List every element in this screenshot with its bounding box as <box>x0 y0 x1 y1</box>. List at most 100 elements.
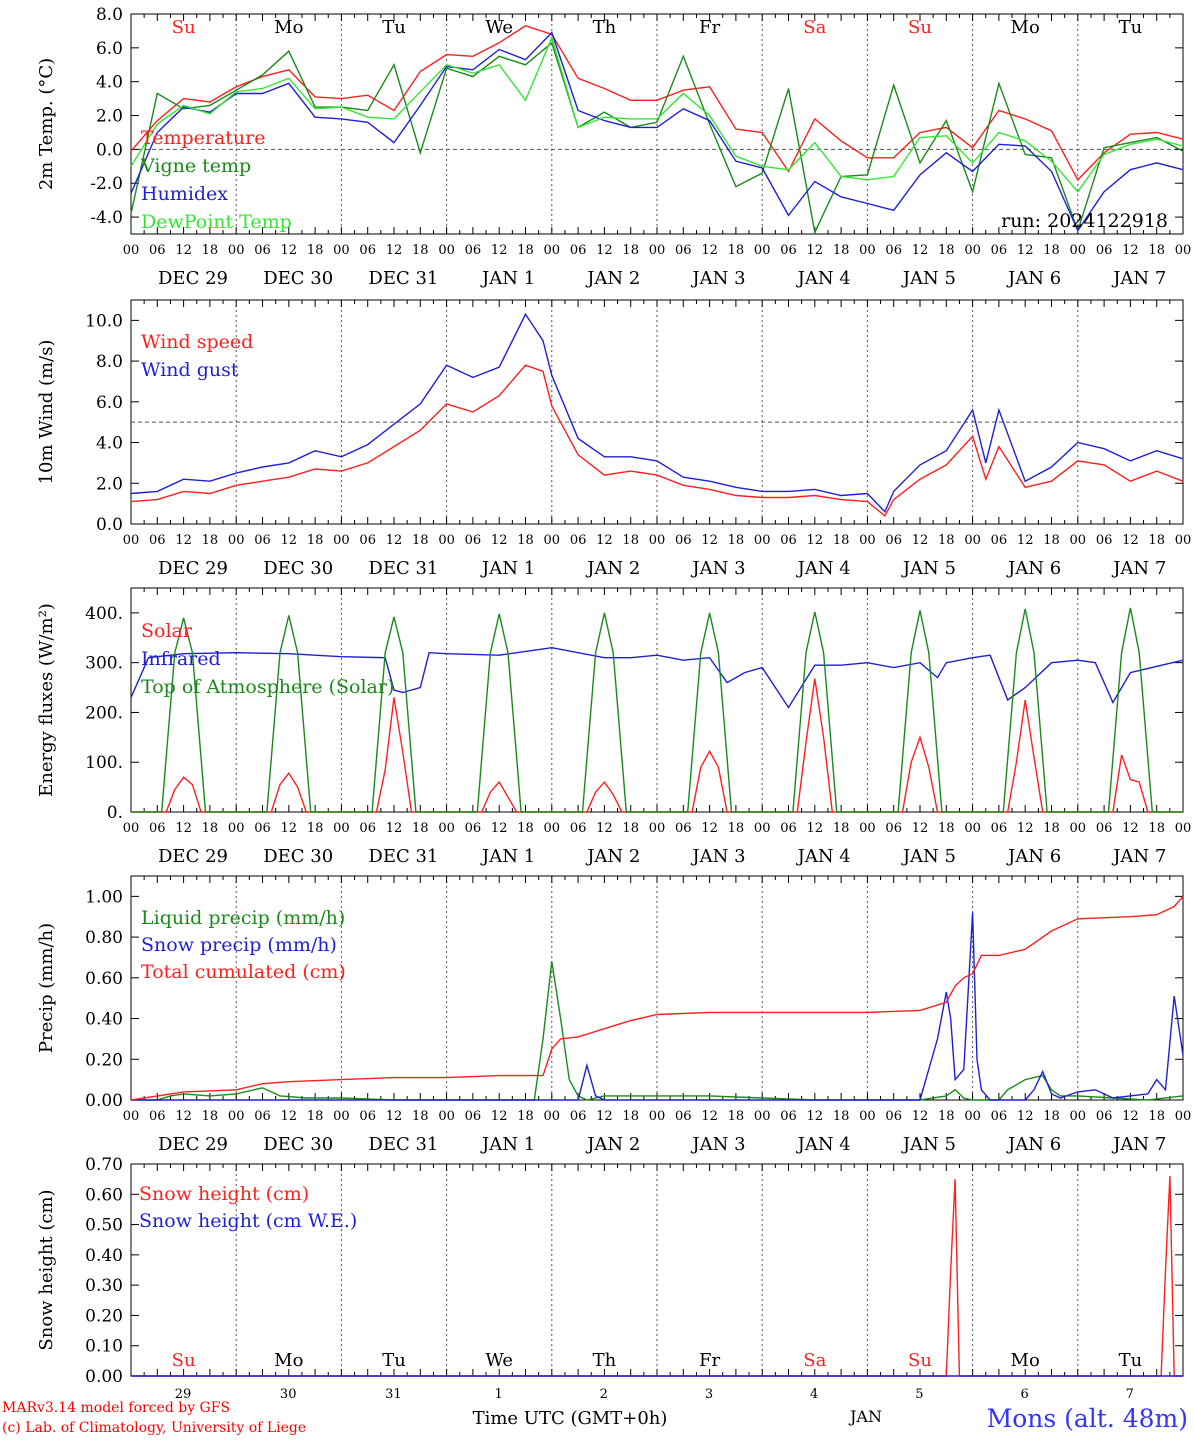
date-label: JAN 2 <box>585 558 640 579</box>
date-label: JAN 7 <box>1111 558 1166 579</box>
hour-label: 06 <box>885 533 902 548</box>
date-label: JAN 3 <box>690 268 745 289</box>
date-label: DEC 31 <box>368 268 438 289</box>
date-label: JAN 1 <box>480 846 535 867</box>
legend-entry: Solar <box>141 620 193 642</box>
hour-label: 12 <box>1122 533 1139 548</box>
legend-entry: Liquid precip (mm/h) <box>141 907 345 929</box>
hour-label: 12 <box>1017 821 1034 836</box>
hour-label: 06 <box>885 243 902 258</box>
hour-label: 06 <box>570 243 587 258</box>
y-tick-label: 0.50 <box>85 1216 123 1236</box>
date-label: DEC 30 <box>263 1134 333 1155</box>
series-line <box>130 41 1184 235</box>
hour-label: 18 <box>728 821 745 836</box>
date-label: DEC 29 <box>158 268 228 289</box>
hour-label: 00 <box>123 533 140 548</box>
date-label: JAN 6 <box>1006 558 1061 579</box>
y-tick-label: -4.0 <box>90 208 123 228</box>
y-axis-label: 10m Wind (m/s) <box>36 340 57 485</box>
hour-label: 00 <box>333 821 350 836</box>
hour-label: 12 <box>596 821 613 836</box>
y-tick-label: 0.60 <box>85 969 123 989</box>
y-tick-label: 1.00 <box>85 887 123 907</box>
hour-label: 18 <box>938 243 955 258</box>
y-tick-label: 10.0 <box>85 311 123 331</box>
hour-label: 06 <box>149 1109 166 1124</box>
hour-label: 00 <box>438 533 455 548</box>
y-tick-label: 200. <box>85 703 123 723</box>
date-label: DEC 29 <box>158 558 228 579</box>
y-tick-label: 0.30 <box>85 1276 123 1296</box>
date-label: JAN 2 <box>585 846 640 867</box>
hour-label: 00 <box>649 533 666 548</box>
hour-label: 06 <box>991 1109 1008 1124</box>
hour-label: 18 <box>728 1109 745 1124</box>
hour-label: 18 <box>517 1109 534 1124</box>
y-axis-label: Snow height (cm) <box>36 1189 57 1350</box>
hour-label: 12 <box>281 243 298 258</box>
y-tick-label: 6.0 <box>96 393 123 413</box>
hour-label: 06 <box>465 243 482 258</box>
hour-label: 06 <box>359 1109 376 1124</box>
bottom-date: 29 <box>175 1387 192 1402</box>
hour-label: 06 <box>465 533 482 548</box>
y-tick-label: 0.0 <box>96 140 123 160</box>
hour-label: 00 <box>123 821 140 836</box>
date-label: DEC 31 <box>368 846 438 867</box>
weekday-label: Su <box>908 1350 932 1371</box>
hour-label: 12 <box>807 1109 824 1124</box>
date-label: DEC 30 <box>263 846 333 867</box>
date-label: JAN 7 <box>1111 1134 1166 1155</box>
series-line <box>130 364 1184 517</box>
hour-label: 00 <box>964 243 981 258</box>
y-tick-label: 0.70 <box>85 1155 123 1175</box>
legend-entry: Wind gust <box>141 359 239 381</box>
y-tick-label: 2.0 <box>96 474 123 494</box>
hour-label: 06 <box>991 821 1008 836</box>
legend-entry: Infrared <box>141 648 221 670</box>
hour-label: 12 <box>912 821 929 836</box>
legend-entry: Total cumulated (cm) <box>141 961 346 983</box>
hour-label: 06 <box>780 1109 797 1124</box>
run-annotation: run: 2024122918 <box>1001 210 1168 232</box>
y-tick-label: 0.80 <box>85 928 123 948</box>
hour-label: 12 <box>596 1109 613 1124</box>
y-tick-label: 400. <box>85 604 123 624</box>
hour-label: 18 <box>1043 243 1060 258</box>
hour-label: 18 <box>622 1109 639 1124</box>
hour-label: 12 <box>1017 533 1034 548</box>
date-label: JAN 3 <box>690 846 745 867</box>
date-label: JAN 5 <box>901 268 956 289</box>
date-label: DEC 31 <box>368 558 438 579</box>
hour-label: 00 <box>438 243 455 258</box>
weekday-label: Sa <box>803 17 826 38</box>
hour-label: 00 <box>228 243 245 258</box>
bottom-date: 6 <box>1020 1387 1028 1402</box>
y-tick-label: 0.00 <box>85 1091 123 1111</box>
legend-entry: Snow precip (mm/h) <box>141 934 337 956</box>
month-label: JAN <box>848 1407 882 1426</box>
hour-label: 18 <box>833 1109 850 1124</box>
hour-label: 18 <box>622 533 639 548</box>
hour-label: 12 <box>1122 243 1139 258</box>
hour-label: 18 <box>517 821 534 836</box>
hour-label: 00 <box>859 243 876 258</box>
y-tick-label: 0. <box>107 803 123 823</box>
hour-label: 00 <box>1070 1109 1087 1124</box>
hour-label: 12 <box>491 533 508 548</box>
legend-entry: Humidex <box>141 183 228 205</box>
y-tick-label: 4.0 <box>96 434 123 454</box>
hour-label: 18 <box>1148 1109 1165 1124</box>
hour-label: 06 <box>254 533 271 548</box>
hour-label: 18 <box>1043 1109 1060 1124</box>
weekday-label: We <box>485 1350 513 1371</box>
hour-label: 00 <box>754 243 771 258</box>
y-tick-label: 8.0 <box>96 352 123 372</box>
hour-label: 00 <box>859 533 876 548</box>
date-label: DEC 29 <box>158 846 228 867</box>
hour-label: 12 <box>807 821 824 836</box>
hour-label: 00 <box>859 821 876 836</box>
date-label: JAN 7 <box>1111 846 1166 867</box>
weekday-label: Tu <box>382 1350 406 1371</box>
